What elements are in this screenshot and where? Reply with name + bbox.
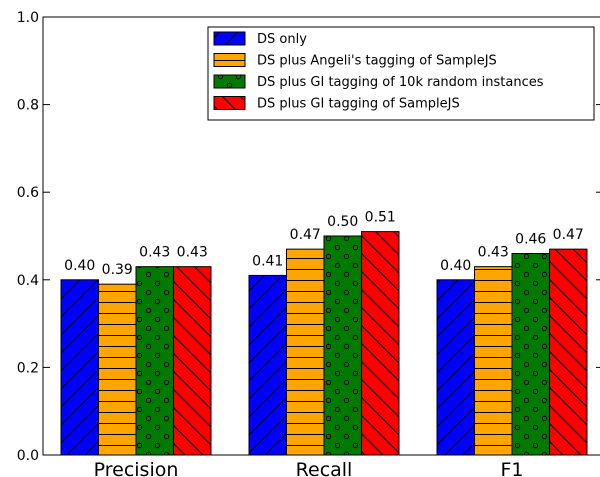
- bar-hatch-recall-series-3: [323, 235, 362, 456]
- y-tick-label: 0.6: [17, 185, 39, 201]
- legend-label: DS only: [257, 32, 307, 47]
- bar-hatch-precision-series-4: [173, 266, 212, 456]
- bar-hatch-precision-series-3: [135, 266, 174, 456]
- x-category-label: Recall: [296, 459, 353, 477]
- data-label-f1-series-3: 0.46: [515, 232, 546, 248]
- y-axis: 0.0 0.2 0.4 0.6 0.8 1.0: [17, 10, 600, 464]
- legend-label: DS plus Angeli's tagging of SampleJS: [257, 54, 497, 69]
- bar-hatch-recall-series-4: [361, 231, 400, 456]
- x-axis: Precision Recall F1: [94, 459, 524, 477]
- data-label-precision-series-1: 0.40: [64, 258, 95, 274]
- bar-hatch-f1-series-3: [511, 253, 550, 456]
- bar-hatch-precision-series-2: [98, 283, 137, 456]
- legend-swatch-hatch: [213, 74, 246, 89]
- y-tick-label: 0.4: [17, 273, 39, 289]
- data-label-recall-series-3: 0.50: [327, 214, 358, 230]
- data-label-recall-series-1: 0.41: [252, 253, 283, 269]
- bars: [60, 231, 588, 456]
- bar-hatch-precision-series-1: [60, 279, 99, 456]
- y-tick-label: 0.8: [17, 98, 39, 114]
- data-label-f1-series-2: 0.43: [478, 245, 509, 261]
- data-label-f1-series-4: 0.47: [553, 227, 584, 243]
- plot-frame: [42, 16, 600, 456]
- legend-swatch-hatch: [213, 53, 246, 67]
- bar-hatch-recall-series-1: [248, 274, 287, 456]
- legend-swatch-hatch: [213, 96, 246, 110]
- y-tick-label: 0.0: [17, 448, 39, 464]
- bar-hatch-f1-series-2: [474, 266, 513, 456]
- bar-hatch-f1-series-4: [549, 248, 588, 456]
- data-label-f1-series-1: 0.40: [440, 258, 471, 274]
- y-tick-label: 1.0: [17, 10, 39, 26]
- data-label-recall-series-4: 0.51: [365, 210, 396, 226]
- data-labels: 0.40 0.39 0.43 0.43 0.41 0.47 0.50 0.51 0.40 0.43…: [64, 210, 584, 279]
- x-category-label: F1: [500, 459, 523, 477]
- bar-hatch-f1-series-1: [436, 279, 475, 456]
- legend-box: [207, 26, 595, 121]
- legend-swatch-hatch: [213, 31, 246, 46]
- bar-hatch-recall-series-2: [286, 248, 325, 456]
- legend: DS only DS plus Angeli's tagging of Sampl…: [207, 26, 595, 121]
- data-label-recall-series-2: 0.47: [290, 227, 321, 243]
- y-tick-label: 0.2: [17, 360, 39, 376]
- legend-label: DS plus GI tagging of SampleJS: [257, 97, 460, 112]
- x-category-label: Precision: [94, 459, 179, 477]
- data-label-precision-series-4: 0.43: [177, 245, 208, 261]
- data-label-precision-series-3: 0.43: [139, 245, 170, 261]
- legend-label: DS plus GI tagging of 10k random instanc…: [257, 75, 544, 90]
- data-label-precision-series-2: 0.39: [102, 262, 133, 278]
